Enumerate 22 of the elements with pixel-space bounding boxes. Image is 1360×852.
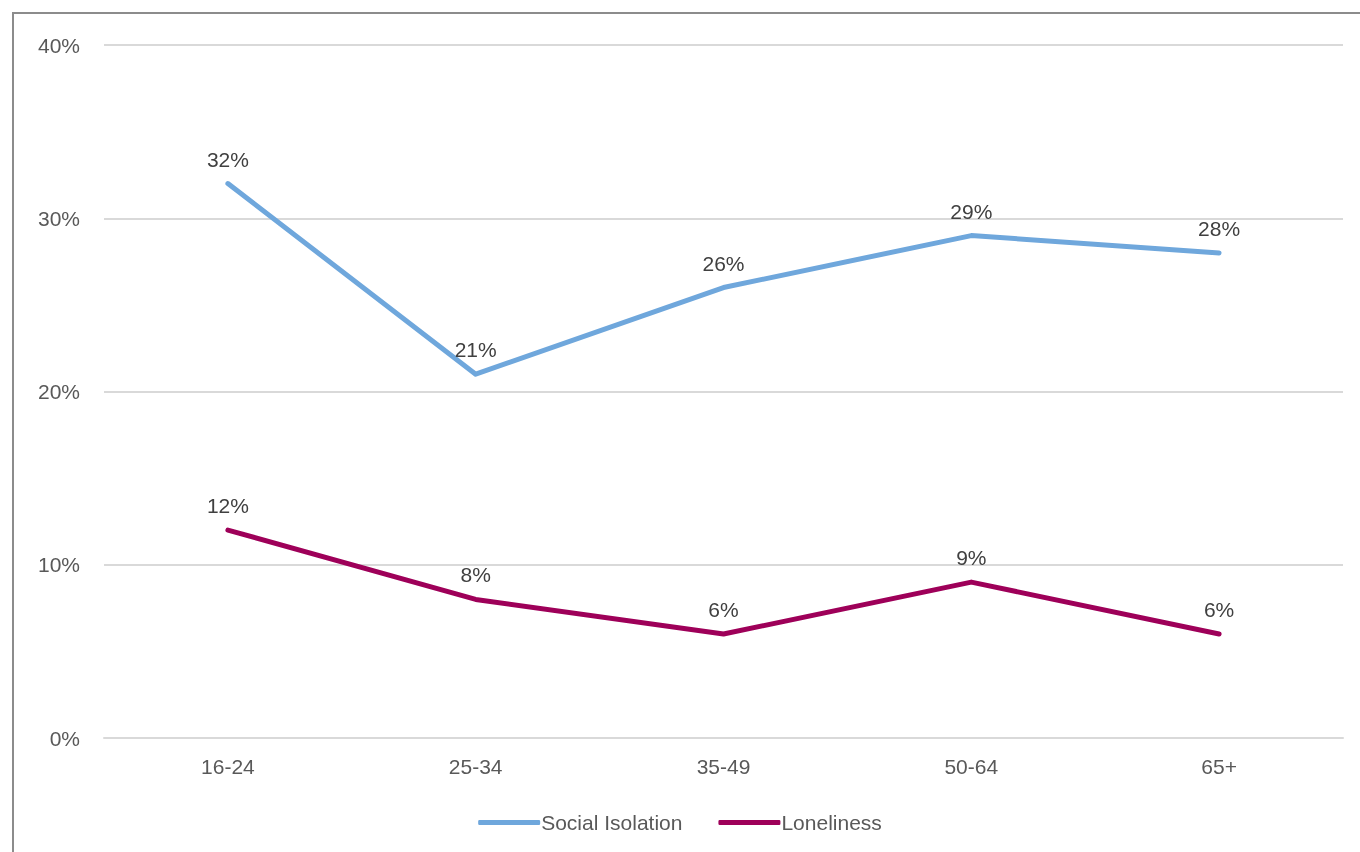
data-label: 21% — [454, 338, 497, 362]
x-tick-label: 25-34 — [448, 755, 503, 778]
data-label: 6% — [1203, 598, 1235, 622]
data-label: 6% — [708, 598, 739, 622]
legend-label: Social Isolation — [541, 811, 683, 834]
data-label: 32% — [206, 147, 249, 171]
y-tick-label: 10% — [37, 553, 80, 577]
data-label: 9% — [956, 546, 987, 570]
x-tick-label: 50-64 — [944, 755, 999, 778]
data-label: 12% — [206, 494, 249, 518]
x-tick-label: 16-24 — [201, 755, 256, 778]
y-tick-label: 0% — [49, 726, 80, 750]
data-label: 28% — [1198, 216, 1241, 240]
y-tick-label: 20% — [37, 380, 80, 403]
x-tick-label: 65+ — [1201, 755, 1237, 778]
y-tick-label: 30% — [37, 206, 80, 230]
data-label: 26% — [702, 251, 745, 275]
legend-label: Loneliness — [781, 811, 882, 834]
data-label: 8% — [460, 563, 491, 587]
y-tick-label: 40% — [37, 33, 80, 57]
data-label: 29% — [950, 199, 993, 223]
x-tick-label: 35-49 — [696, 755, 751, 778]
